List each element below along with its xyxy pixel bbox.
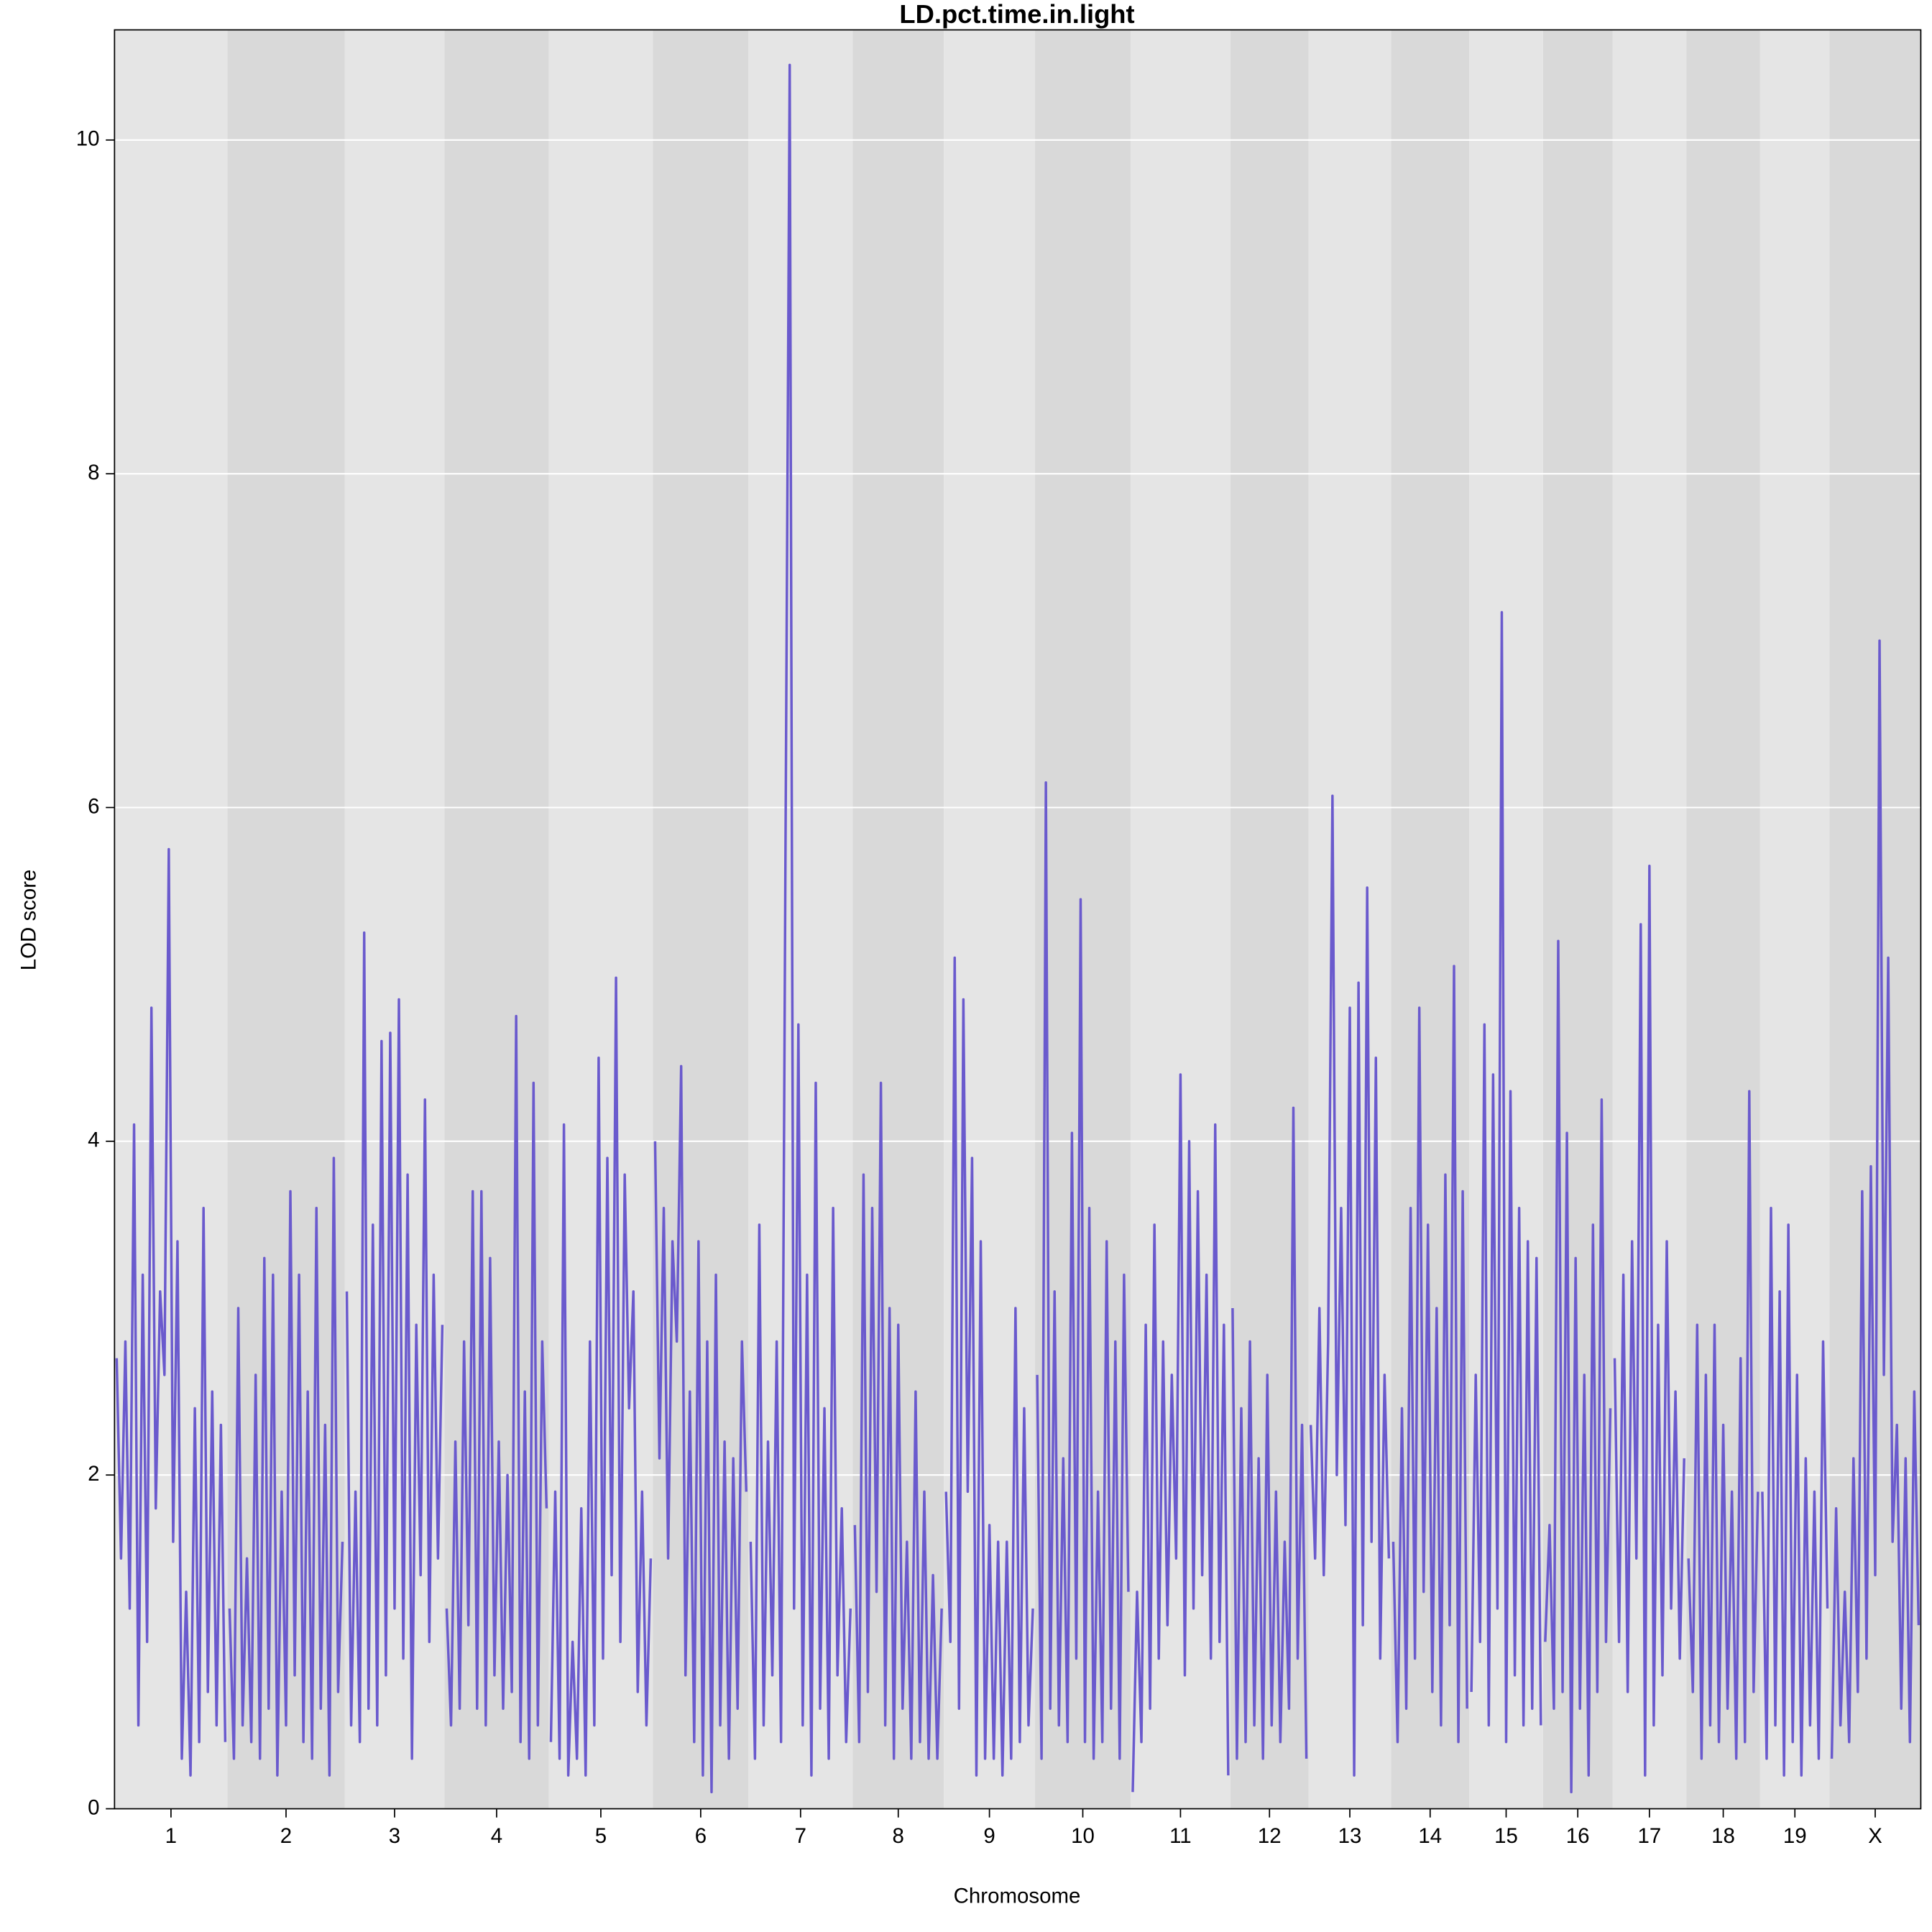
x-tick-label: 10 bbox=[1071, 1824, 1095, 1848]
lod-curve bbox=[1544, 939, 1612, 1794]
plot-frame bbox=[114, 29, 1922, 1810]
x-tick-label: X bbox=[1868, 1824, 1882, 1848]
x-tick-label: 8 bbox=[893, 1824, 904, 1848]
x-tick-label: 7 bbox=[795, 1824, 806, 1848]
lod-curve bbox=[1830, 639, 1920, 1759]
y-tick-label: 0 bbox=[88, 1795, 99, 1819]
lod-curve bbox=[653, 1064, 748, 1794]
x-tick-label: 17 bbox=[1637, 1824, 1661, 1848]
lod-curve bbox=[1687, 1090, 1760, 1760]
lod-curve bbox=[853, 1081, 943, 1760]
y-tick-label: 2 bbox=[88, 1462, 99, 1486]
x-tick-label: 4 bbox=[491, 1824, 502, 1848]
lod-curve bbox=[1470, 611, 1542, 1744]
x-tick-label: 1 bbox=[165, 1824, 177, 1848]
lod-curves bbox=[115, 63, 1920, 1794]
lod-curve bbox=[228, 1156, 344, 1777]
lod-curve bbox=[115, 847, 227, 1777]
chromosome-band bbox=[852, 29, 944, 1809]
x-tick-label: 6 bbox=[695, 1824, 707, 1848]
y-tick-label: 8 bbox=[88, 461, 99, 484]
x-tick-label: 15 bbox=[1494, 1824, 1518, 1848]
y-tick-label: 10 bbox=[76, 127, 100, 151]
lod-curve bbox=[1131, 1073, 1230, 1793]
y-axis-label: LOD score bbox=[17, 870, 40, 971]
x-tick-label: 12 bbox=[1258, 1824, 1282, 1848]
lod-curve bbox=[749, 63, 852, 1777]
x-tick-label: 11 bbox=[1169, 1824, 1192, 1848]
chromosome-band bbox=[1686, 29, 1760, 1809]
x-axis-label: Chromosome bbox=[954, 1884, 1081, 1908]
lod-curve bbox=[1309, 794, 1391, 1777]
y-tick-label: 4 bbox=[88, 1128, 99, 1152]
y-tick-label: 6 bbox=[88, 794, 99, 818]
chart-title: LD.pct.time.in.light bbox=[899, 0, 1134, 29]
lod-curve bbox=[1231, 1106, 1308, 1760]
x-tick-label: 19 bbox=[1783, 1824, 1807, 1848]
x-tick-label: 16 bbox=[1566, 1824, 1590, 1848]
lod-curve bbox=[1036, 781, 1130, 1760]
x-tick-label: 2 bbox=[280, 1824, 292, 1848]
lod-curve bbox=[445, 1014, 548, 1760]
x-tick-label: 5 bbox=[595, 1824, 607, 1848]
x-tick-label: 9 bbox=[983, 1824, 995, 1848]
lod-curve bbox=[1613, 865, 1685, 1777]
x-tick-label: 18 bbox=[1711, 1824, 1735, 1848]
lod-curve bbox=[1761, 1206, 1829, 1777]
x-tick-label: 14 bbox=[1418, 1824, 1442, 1848]
chromosome-band bbox=[114, 29, 228, 1809]
lod-curve bbox=[345, 931, 444, 1760]
x-tick-label: 13 bbox=[1338, 1824, 1362, 1848]
lod-curve bbox=[549, 976, 653, 1777]
lod-curve bbox=[1392, 965, 1468, 1744]
x-tick-label: 3 bbox=[389, 1824, 400, 1848]
chromosome-band bbox=[1130, 29, 1230, 1809]
lod-curve bbox=[944, 956, 1034, 1777]
